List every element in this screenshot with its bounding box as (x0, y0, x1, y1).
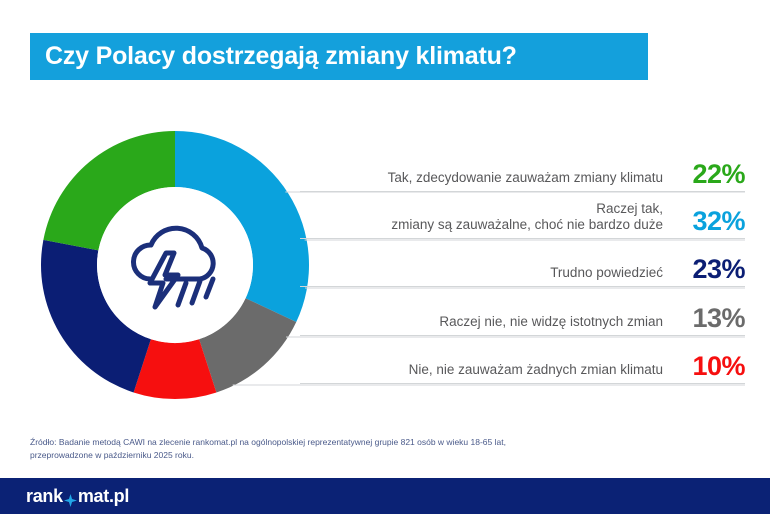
legend-row-4[interactable]: Raczej nie, nie widzę istotnych zmian 13… (300, 289, 746, 336)
donut-hole (97, 187, 253, 343)
legend-row-1[interactable]: Tak, zdecydowanie zauważam zmiany klimat… (300, 145, 746, 192)
donut-chart-svg (41, 131, 309, 399)
legend-value: 32% (692, 206, 745, 236)
header-bar: Czy Polacy dostrzegają zmiany klimatu? (30, 33, 648, 80)
donut-chart (41, 131, 309, 399)
legend-value: 23% (692, 254, 745, 284)
footer-bar: rank mat.pl (0, 478, 770, 514)
legend-row-2[interactable]: Raczej tak, zmiany są zauważalne, choć n… (300, 192, 746, 239)
logo-text-before: rank (26, 485, 63, 506)
donut-segment[interactable] (43, 131, 176, 251)
donut-segment[interactable] (133, 339, 217, 399)
legend-label: Nie, nie zauważam żadnych zmian klimatu (408, 362, 663, 377)
legend-row-5[interactable]: Nie, nie zauważam żadnych zmian klimatu … (300, 337, 746, 384)
logo-text-after: mat.pl (77, 485, 130, 506)
legend-value: 13% (692, 303, 745, 333)
donut-segment[interactable] (199, 298, 297, 393)
legend-label: Tak, zdecydowanie zauważam zmiany klimat… (387, 170, 663, 185)
donut-segment[interactable] (175, 131, 309, 323)
page-title: Czy Polacy dostrzegają zmiany klimatu? (45, 42, 517, 70)
donut-segment[interactable] (41, 239, 151, 393)
legend-value: 10% (692, 351, 745, 381)
legend-label: Trudno powiedzieć (550, 265, 663, 280)
rankomat-logo[interactable]: rank mat.pl (0, 486, 129, 507)
legend: Tak, zdecydowanie zauważam zmiany klimat… (300, 145, 746, 385)
legend-label: Raczej tak, zmiany są zauważalne, choć n… (391, 201, 663, 232)
star-icon (63, 491, 77, 507)
legend-label: Raczej nie, nie widzę istotnych zmian (439, 314, 663, 329)
legend-row-3[interactable]: Trudno powiedzieć 23% (300, 240, 746, 287)
legend-value: 22% (692, 159, 745, 189)
source-footnote: Źródło: Badanie metodą CAWI na zlecenie … (30, 437, 506, 460)
